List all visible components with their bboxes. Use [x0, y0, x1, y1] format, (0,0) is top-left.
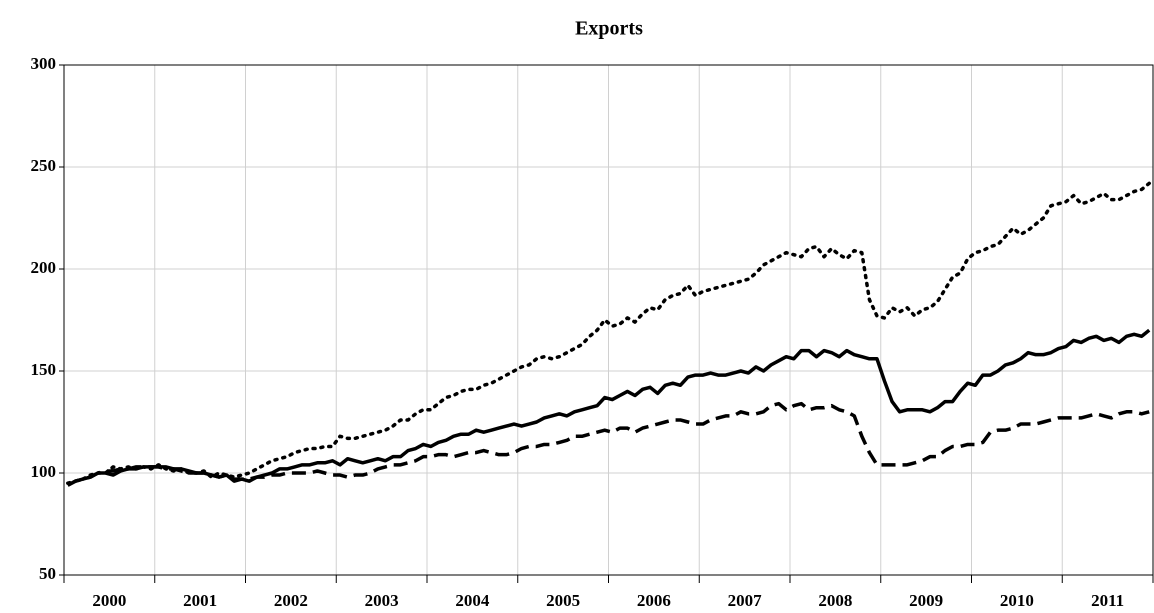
x-tick-label: 2011	[1091, 591, 1124, 610]
x-tick-label: 2004	[455, 591, 490, 610]
x-tick-label: 2006	[637, 591, 671, 610]
y-tick-label: 50	[39, 564, 56, 583]
x-tick-label: 2002	[274, 591, 308, 610]
x-tick-label: 2010	[1000, 591, 1034, 610]
line-series	[66, 181, 1151, 485]
y-tick-label: 300	[31, 54, 57, 73]
y-tick-label: 100	[31, 462, 57, 481]
x-tick-label: 2003	[365, 591, 399, 610]
x-tick-label: 2001	[183, 591, 217, 610]
x-tick-label: 2007	[728, 591, 763, 610]
x-tick-label: 2009	[909, 591, 943, 610]
line-series	[66, 401, 1150, 487]
y-tick-label: 250	[31, 156, 57, 175]
x-tick-label: 2008	[818, 591, 852, 610]
plot-frame	[63, 64, 1154, 576]
x-tick-label: 2005	[546, 591, 580, 610]
y-tick-label: 150	[31, 360, 57, 379]
x-tick-label: 2000	[92, 591, 126, 610]
chart-title: Exports	[575, 18, 643, 40]
line-series	[66, 328, 1151, 487]
y-tick-label: 200	[31, 258, 57, 277]
